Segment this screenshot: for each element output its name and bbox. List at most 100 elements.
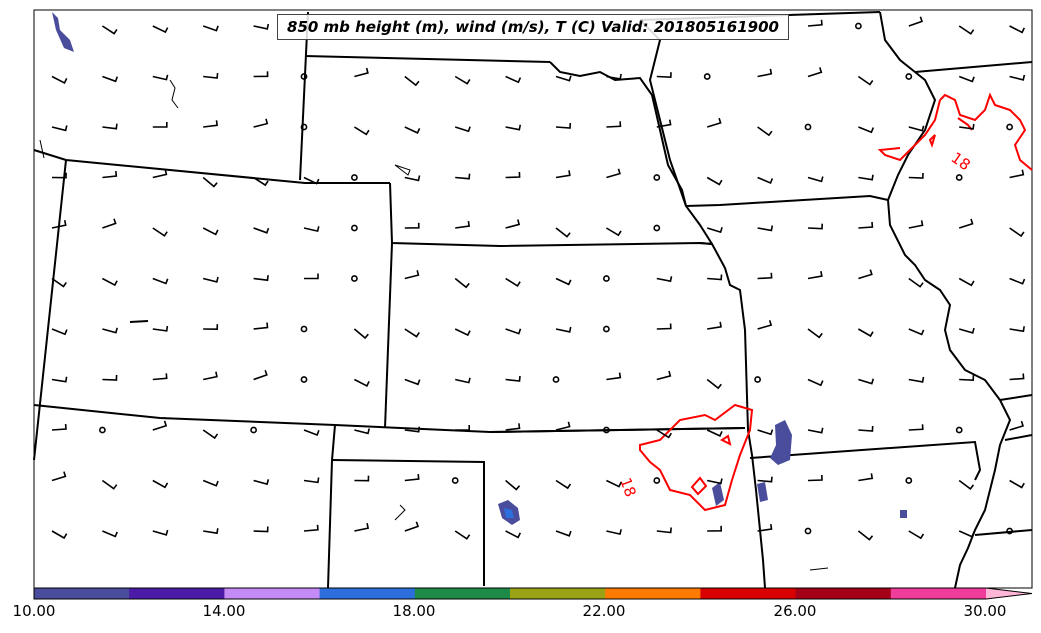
wind-barb — [51, 471, 67, 482]
wind-barb — [455, 377, 471, 384]
wind-barb — [858, 126, 875, 134]
colorbar-tick: 30.00 — [963, 602, 1007, 620]
wind-barb — [757, 476, 773, 483]
calm-wind-marker — [350, 275, 358, 282]
wind-barb — [353, 126, 370, 136]
wind-barb — [304, 273, 319, 280]
wind-barbs — [51, 16, 1026, 541]
wind-barb — [1009, 277, 1026, 285]
wind-barb — [757, 523, 773, 532]
wind-barb — [958, 530, 975, 538]
wind-barb — [807, 67, 823, 78]
calm-wind-marker — [603, 325, 610, 333]
wind-barb — [706, 429, 723, 437]
wind-barb — [203, 371, 218, 381]
contour-label-south: 18 — [616, 475, 639, 499]
wind-barb — [706, 117, 722, 128]
wind-barb — [807, 270, 823, 280]
wind-barb — [51, 220, 67, 229]
calm-wind-marker — [855, 22, 862, 30]
wind-barb — [152, 373, 168, 381]
wind-barb — [253, 479, 270, 486]
wind-barb — [908, 125, 925, 132]
calm-wind-marker — [99, 426, 106, 434]
wind-barb — [757, 429, 774, 436]
wind-barb — [908, 424, 924, 431]
wind-barb — [606, 168, 621, 179]
wind-barb — [253, 227, 270, 234]
wind-barb — [858, 174, 874, 181]
wind-barb — [807, 176, 824, 183]
wind-barb — [656, 72, 672, 79]
wind-barb — [505, 124, 522, 131]
wind-barb — [807, 378, 824, 387]
colorbar-tick: 18.00 — [392, 602, 436, 620]
calm-wind-marker — [754, 376, 761, 383]
wind-barb — [353, 328, 369, 340]
wind-barb — [707, 321, 722, 330]
wind-barb — [303, 226, 320, 233]
calm-wind-marker — [350, 174, 358, 181]
wind-barb — [757, 126, 773, 137]
wind-barb — [958, 75, 975, 83]
wind-barb — [404, 270, 420, 280]
calm-wind-marker — [804, 527, 812, 535]
wind-barb — [857, 328, 874, 338]
wind-barb — [404, 378, 421, 386]
colorbar — [33, 587, 1033, 600]
wind-barb — [102, 75, 119, 83]
calm-wind-marker — [955, 426, 963, 434]
wind-barb — [454, 126, 471, 133]
calm-wind-marker — [1006, 527, 1013, 535]
wind-barb — [152, 122, 168, 128]
calm-wind-marker — [603, 426, 610, 434]
wind-barb — [706, 176, 723, 186]
map-frame — [33, 9, 1033, 589]
wind-barb — [505, 277, 521, 288]
wind-barb — [51, 376, 68, 383]
wind-barb — [303, 524, 319, 532]
wind-barb — [505, 375, 521, 382]
wind-barb — [455, 173, 471, 180]
wind-barb — [505, 219, 521, 229]
wind-barb — [807, 474, 823, 482]
calm-wind-marker — [804, 123, 812, 131]
colorbar-extend-arrow — [986, 588, 1032, 599]
calm-wind-marker — [300, 123, 308, 131]
wind-barb — [455, 425, 470, 431]
wind-barb — [1009, 326, 1025, 333]
calm-wind-marker — [653, 174, 661, 181]
wind-barb — [706, 378, 722, 390]
wind-barb — [858, 221, 874, 229]
wind-barb — [555, 421, 571, 431]
wind-barb — [253, 176, 269, 187]
wind-barb — [101, 479, 118, 490]
wind-barb — [555, 170, 571, 179]
wind-barb — [606, 479, 622, 488]
wind-barb — [606, 372, 622, 381]
wind-barb — [354, 67, 369, 78]
wind-barb — [857, 75, 874, 86]
wind-barb — [253, 23, 270, 30]
map-title: 850 mb height (m), wind (m/s), T (C) Val… — [277, 14, 789, 40]
wind-barb — [555, 479, 572, 490]
wind-barb — [203, 324, 219, 331]
wind-barb — [454, 328, 471, 337]
colorbar-swatch — [319, 588, 416, 599]
colorbar-tick: 10.00 — [12, 602, 56, 620]
wind-barb — [152, 277, 169, 285]
wind-barb — [1009, 479, 1025, 489]
wind-barb — [908, 277, 924, 288]
wind-barb — [505, 479, 521, 491]
wind-barb — [757, 272, 773, 280]
wind-barb — [555, 75, 572, 82]
wind-barb — [858, 269, 873, 280]
wind-barb — [656, 323, 672, 330]
wind-barb — [807, 19, 823, 27]
wind-barb — [757, 68, 773, 78]
wind-barb — [555, 530, 572, 537]
wind-barb — [1009, 169, 1025, 179]
wind-barb — [807, 427, 824, 434]
wind-barb — [706, 227, 723, 234]
colorbar-swatch — [510, 588, 606, 599]
